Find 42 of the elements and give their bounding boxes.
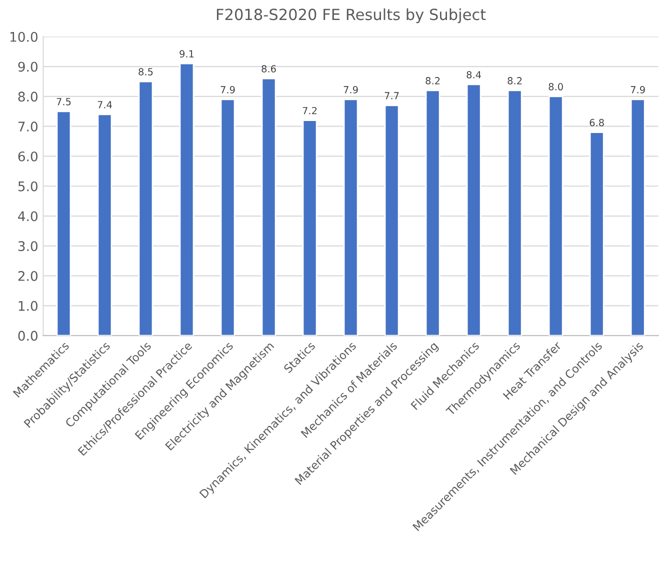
bar xyxy=(425,90,440,336)
data-label: 7.7 xyxy=(384,92,399,100)
y-tick-label: 10.0 xyxy=(10,32,38,42)
y-tick-label: 9.0 xyxy=(18,62,38,72)
data-label: 8.4 xyxy=(466,71,481,78)
data-label: 7.5 xyxy=(56,98,71,106)
data-label: 8.5 xyxy=(138,68,153,76)
bar xyxy=(179,62,194,336)
bar xyxy=(56,110,72,336)
data-label: 8.2 xyxy=(508,77,522,84)
bar xyxy=(97,114,112,336)
bar xyxy=(343,98,358,336)
y-tick-label: 8.0 xyxy=(18,92,38,102)
bar xyxy=(138,80,154,336)
data-label: 7.9 xyxy=(630,86,645,94)
y-tick-label: 1.0 xyxy=(18,300,38,311)
bar xyxy=(261,78,276,336)
bar xyxy=(507,90,522,336)
bar xyxy=(466,84,482,336)
data-label: 8.6 xyxy=(262,65,276,72)
data-label: 6.8 xyxy=(590,118,604,126)
y-tick-label: 4.0 xyxy=(18,211,38,222)
data-label: 7.9 xyxy=(220,86,235,94)
y-tick-label: 0.0 xyxy=(18,330,38,341)
data-label: 8.2 xyxy=(426,77,440,84)
bar xyxy=(630,98,646,336)
data-label: 7.2 xyxy=(302,106,317,114)
y-tick-label: 3.0 xyxy=(18,241,38,252)
bar xyxy=(548,96,564,336)
y-tick-label: 5.0 xyxy=(18,181,38,192)
y-tick-label: 6.0 xyxy=(18,151,38,162)
bar xyxy=(384,104,400,336)
data-label: 8.0 xyxy=(548,83,563,90)
bar xyxy=(302,120,318,336)
data-label: 7.9 xyxy=(344,86,358,94)
bar xyxy=(589,132,604,336)
y-tick-label: 7.0 xyxy=(18,122,38,132)
bar xyxy=(220,98,236,336)
data-label: 7.4 xyxy=(98,101,112,108)
y-tick-label: 2.0 xyxy=(18,271,38,281)
data-label: 9.1 xyxy=(180,50,194,58)
chart-title: F2018-S2020 FE Results by Subject xyxy=(216,8,486,24)
